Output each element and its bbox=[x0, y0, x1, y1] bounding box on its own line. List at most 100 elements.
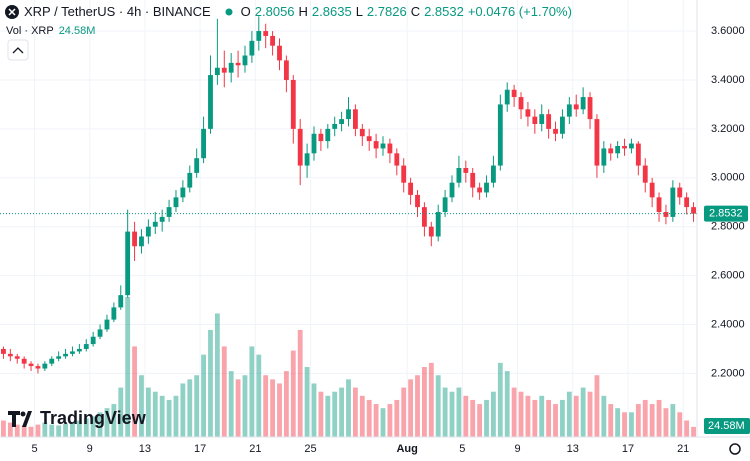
volume-bar bbox=[63, 423, 68, 437]
volume-bar bbox=[463, 395, 469, 437]
candle-body bbox=[49, 358, 55, 364]
high-label: H bbox=[298, 4, 308, 19]
volume-bar bbox=[387, 404, 393, 437]
x-tick-label: Aug bbox=[396, 443, 417, 455]
volume-bar bbox=[145, 387, 151, 437]
gear-icon[interactable] bbox=[729, 443, 741, 455]
collapse-box[interactable] bbox=[7, 39, 29, 61]
volume-bar bbox=[359, 395, 365, 437]
candle-body bbox=[608, 148, 614, 154]
x-tick-label: 5 bbox=[31, 443, 37, 455]
volume-bar bbox=[297, 329, 303, 437]
candle-body bbox=[346, 109, 351, 120]
candle-body bbox=[201, 128, 206, 159]
volume-bar bbox=[187, 379, 193, 437]
x-tick-label: 25 bbox=[304, 443, 316, 455]
volume-bar bbox=[587, 391, 593, 437]
volume-pane bbox=[1, 297, 696, 437]
candle-body bbox=[359, 128, 365, 137]
volume-bar bbox=[442, 387, 448, 437]
volume-bar bbox=[352, 387, 358, 437]
volume-bar bbox=[270, 379, 276, 437]
volume-bar bbox=[560, 399, 565, 437]
symbol-title: XRP / TetherUS · 4h · BINANCE bbox=[24, 4, 211, 19]
candle-body bbox=[325, 128, 331, 142]
candle-body bbox=[76, 348, 82, 352]
volume-bar bbox=[601, 395, 607, 437]
volume-legend: Vol · XRP 24.58M bbox=[6, 25, 95, 37]
volume-bar bbox=[470, 399, 476, 437]
volume-bar bbox=[70, 422, 75, 437]
x-tick-label: 21 bbox=[677, 443, 689, 455]
collapse-button[interactable] bbox=[7, 39, 29, 61]
candle-body bbox=[366, 136, 372, 142]
y-tick-label: 3.0000 bbox=[711, 172, 745, 184]
last-price-box bbox=[704, 205, 748, 222]
candle-body bbox=[152, 221, 158, 227]
volume-bar bbox=[290, 350, 296, 437]
volume-bar bbox=[83, 418, 89, 437]
candle-body bbox=[318, 133, 324, 142]
volume-bar bbox=[497, 362, 503, 437]
volume-bar bbox=[173, 395, 179, 437]
volume-bar bbox=[401, 387, 407, 437]
candle-body bbox=[311, 133, 317, 154]
volume-bar bbox=[194, 375, 200, 437]
candle-body bbox=[491, 165, 496, 183]
volume-bar bbox=[684, 420, 690, 437]
candle-body bbox=[42, 363, 48, 369]
volume-bar bbox=[256, 354, 262, 437]
volume-bar bbox=[615, 408, 621, 437]
candle-body bbox=[125, 231, 131, 296]
volume-bar bbox=[504, 371, 510, 437]
volume-bar bbox=[518, 391, 524, 437]
volume-bar bbox=[277, 383, 282, 437]
candle-body bbox=[677, 187, 683, 198]
candle-body bbox=[235, 62, 241, 66]
y-tick-label: 2.8000 bbox=[711, 221, 745, 233]
logo-text: TradingView bbox=[40, 408, 147, 428]
candle-body bbox=[208, 75, 213, 129]
volume-bar bbox=[532, 399, 538, 437]
high-value: 2.8635 bbox=[311, 4, 352, 19]
volume-bar bbox=[539, 395, 545, 437]
volume-bar bbox=[332, 391, 338, 437]
collapse-chevron[interactable] bbox=[12, 47, 24, 54]
market-status-dot bbox=[225, 8, 233, 16]
x-tick-label: 5 bbox=[459, 443, 465, 455]
candle-body bbox=[566, 104, 572, 117]
y-tick-label: 2.4000 bbox=[711, 318, 745, 330]
candle-body bbox=[35, 366, 41, 369]
y-tick-label: 2.2000 bbox=[711, 367, 745, 379]
logo-dot bbox=[20, 411, 26, 417]
candle-body bbox=[635, 143, 641, 166]
volume-bar bbox=[42, 422, 48, 437]
candle-body bbox=[663, 212, 669, 217]
volume-bar bbox=[180, 383, 186, 437]
volume-bar bbox=[139, 375, 144, 437]
candle-body bbox=[290, 79, 296, 129]
x-tick-label: 17 bbox=[194, 443, 206, 455]
candle-body bbox=[111, 307, 117, 320]
settings-button[interactable] bbox=[729, 443, 741, 455]
volume-bar bbox=[622, 412, 627, 437]
volume-bar bbox=[553, 404, 558, 437]
close-label: C bbox=[410, 4, 421, 19]
candle-body bbox=[525, 109, 531, 117]
candle-body bbox=[442, 197, 448, 213]
volume-bar bbox=[118, 387, 124, 437]
volume-bar bbox=[304, 367, 310, 437]
candle-body bbox=[463, 168, 469, 173]
volume-bar bbox=[235, 379, 241, 437]
tradingview-logo: TradingView bbox=[8, 408, 147, 428]
candle-body bbox=[387, 143, 393, 154]
volume-bar bbox=[608, 404, 614, 437]
volume-bar bbox=[635, 404, 641, 437]
candle-body bbox=[415, 194, 420, 208]
candle-body bbox=[14, 356, 20, 359]
logo-mark bbox=[8, 411, 32, 427]
candle-body bbox=[477, 187, 483, 193]
volume-bar bbox=[97, 412, 103, 437]
